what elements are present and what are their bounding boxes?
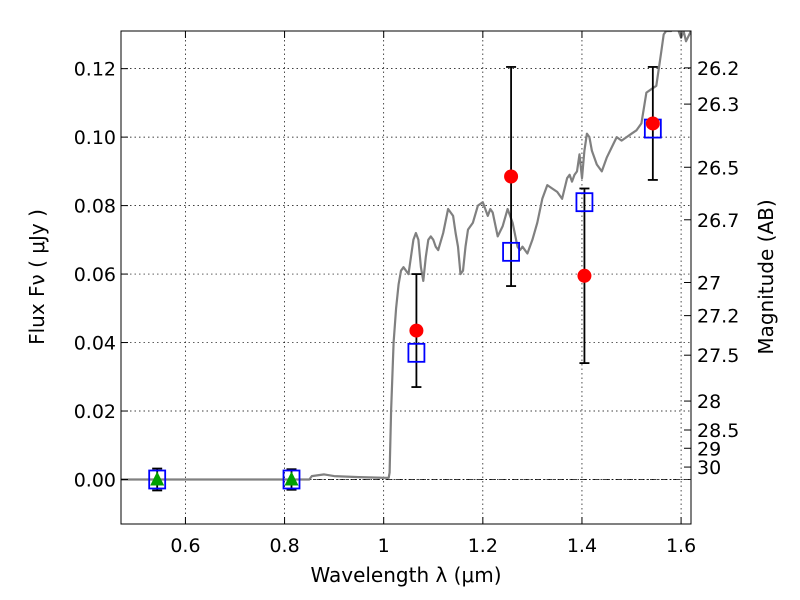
mag-tick-label: 30 xyxy=(697,457,721,479)
y-tick-label: 0.04 xyxy=(74,333,116,355)
mag-tick-label: 26.7 xyxy=(697,210,739,232)
mag-tick-label: 27 xyxy=(697,272,721,294)
y-tick-label: 0.08 xyxy=(74,196,116,218)
x-tick-label: 0.8 xyxy=(269,535,299,557)
x-axis-label: Wavelength λ (μm) xyxy=(310,563,501,587)
nondetection-point xyxy=(284,471,299,486)
data-marks xyxy=(148,66,662,492)
mag-tick-label: 26.2 xyxy=(697,58,739,80)
model-point xyxy=(407,342,426,363)
x-tick-label: 0.6 xyxy=(170,535,200,557)
grid xyxy=(121,31,691,524)
x-tick-label: 1 xyxy=(378,535,390,557)
mag-tick-label: 29 xyxy=(697,438,721,460)
observed-point xyxy=(409,323,424,338)
y-axis-label-right: Magnitude (AB) xyxy=(754,199,778,354)
nondetection-point xyxy=(150,471,165,486)
mag-tick-label: 27.2 xyxy=(697,306,739,328)
y-axis-label: Flux Fν ( μJy ) xyxy=(25,209,49,345)
mag-tick-label: 26.3 xyxy=(697,94,739,116)
mag-tick-label: 28 xyxy=(697,391,721,413)
mag-tick-label: 26.5 xyxy=(697,157,739,179)
observed-point xyxy=(577,268,592,283)
x-tick-label: 1.2 xyxy=(468,535,498,557)
y-tick-label: 0.02 xyxy=(74,401,116,423)
y-tick-label: 0.10 xyxy=(74,127,116,149)
plot-clip xyxy=(121,31,691,481)
model-point xyxy=(502,241,520,262)
model-point xyxy=(282,469,301,490)
observed-point xyxy=(504,169,519,184)
mag-tick-label: 28.5 xyxy=(697,420,739,442)
model-point xyxy=(575,192,594,213)
x-tick-label: 1.4 xyxy=(567,535,597,557)
y-tick-label: 0.06 xyxy=(74,264,116,286)
y-tick-label: 0.00 xyxy=(74,469,116,491)
plot-frame xyxy=(120,30,692,525)
x-tick-label: 1.6 xyxy=(666,535,696,557)
model-point xyxy=(148,469,167,490)
mag-tick-label: 27.5 xyxy=(697,345,739,367)
sed-model-line xyxy=(121,31,691,481)
y-tick-label: 0.12 xyxy=(74,59,116,81)
observed-point xyxy=(645,116,660,131)
ticks: 0.6 0.8 1 1.2 1.4 1.6 0.00 0.02 0.04 0.06 0.08 0.10… xyxy=(74,31,739,557)
